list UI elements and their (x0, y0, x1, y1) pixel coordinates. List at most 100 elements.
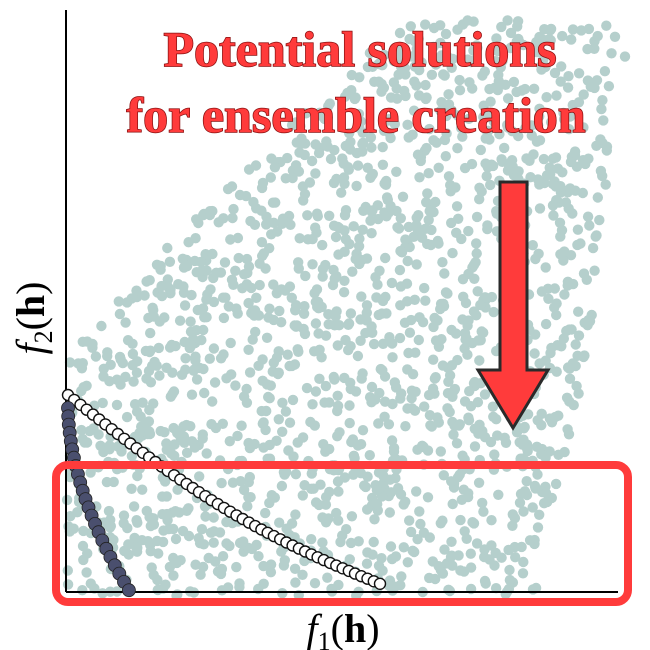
cloud-point (300, 270, 311, 282)
cloud-point (378, 82, 390, 94)
cloud-point (293, 166, 305, 177)
cloud-point (289, 563, 301, 574)
cloud-point (394, 27, 406, 39)
cloud-point (379, 49, 390, 61)
cloud-point (405, 314, 417, 326)
cloud-point (456, 233, 467, 245)
cloud-point (81, 437, 93, 448)
cloud-point (360, 327, 371, 339)
cloud-point (168, 523, 179, 535)
cloud-point (345, 308, 357, 319)
cloud-point (347, 266, 358, 277)
cloud-point (582, 43, 593, 55)
cloud-point (369, 514, 380, 525)
cloud-point (468, 518, 480, 529)
cloud-point (340, 205, 352, 216)
cloud-point (345, 383, 356, 395)
cloud-point (197, 433, 208, 444)
cloud-point (592, 192, 603, 203)
cloud-point (451, 438, 463, 449)
cloud-point (349, 93, 360, 105)
cloud-point (386, 487, 397, 498)
cloud-point (439, 268, 450, 279)
cloud-point (446, 476, 457, 487)
cloud-point (425, 420, 436, 431)
cloud-point (241, 253, 253, 265)
cloud-point (418, 527, 430, 538)
cloud-point (241, 383, 252, 395)
cloud-point (596, 103, 607, 115)
cloud-point (405, 526, 417, 538)
cloud-point (336, 187, 347, 198)
cloud-point (428, 321, 439, 333)
cloud-point (543, 293, 554, 304)
cloud-point (454, 469, 465, 480)
cloud-point (332, 476, 344, 487)
cloud-point (446, 217, 457, 229)
cloud-point (403, 221, 414, 233)
cloud-point (352, 440, 364, 451)
cloud-point (196, 334, 207, 346)
cloud-point (339, 372, 350, 384)
cloud-point (201, 294, 212, 305)
cloud-point (191, 374, 203, 385)
cloud-point (443, 376, 454, 387)
cloud-point (62, 565, 73, 576)
cloud-point (494, 129, 505, 140)
cloud-point (103, 505, 115, 517)
cloud-point (162, 242, 173, 254)
cloud-point (573, 330, 585, 341)
cloud-point (440, 28, 452, 40)
cloud-point (201, 312, 212, 323)
cloud-point (186, 389, 198, 400)
cloud-point (592, 30, 603, 42)
cloud-point (378, 338, 389, 349)
cloud-point (62, 579, 74, 590)
cloud-point (564, 324, 575, 335)
cloud-point (323, 101, 334, 112)
cloud-point (472, 42, 483, 54)
cloud-point (148, 519, 160, 530)
cloud-point (534, 111, 545, 122)
highlight-box (52, 461, 632, 606)
cloud-point (380, 252, 391, 264)
cloud-point (460, 297, 472, 309)
cloud-point (359, 480, 370, 491)
cloud-point (429, 373, 441, 384)
cloud-point (463, 225, 474, 237)
cloud-point (234, 189, 246, 201)
cloud-point (518, 556, 529, 568)
cloud-point (355, 468, 367, 479)
cloud-point (557, 30, 568, 42)
cloud-point (377, 565, 388, 576)
cloud-point (464, 386, 475, 397)
x-axis-label: f1(h) (306, 606, 379, 650)
cloud-point (433, 238, 444, 249)
cloud-point (269, 162, 281, 173)
cloud-point (308, 483, 319, 494)
cloud-point (219, 257, 231, 268)
cloud-point (120, 371, 131, 383)
cloud-point (439, 544, 450, 555)
cloud-point (368, 536, 379, 548)
cloud-point (435, 518, 446, 529)
cloud-point (239, 269, 250, 280)
cloud-point (448, 429, 459, 440)
cloud-point (284, 417, 296, 428)
cloud-point (385, 92, 397, 103)
cloud-point (606, 48, 617, 59)
cloud-point (342, 87, 353, 99)
cloud-point (238, 536, 249, 547)
cloud-point (317, 537, 328, 548)
cloud-point (426, 69, 438, 81)
cloud-point (77, 585, 88, 596)
cloud-point (396, 571, 407, 582)
cloud-point (181, 419, 192, 431)
cloud-point (311, 208, 323, 219)
cloud-point (261, 219, 272, 230)
cloud-point (411, 259, 422, 270)
cloud-point (357, 224, 368, 235)
cloud-point (141, 505, 152, 517)
cloud-point (225, 337, 236, 349)
cloud-point (430, 573, 441, 585)
